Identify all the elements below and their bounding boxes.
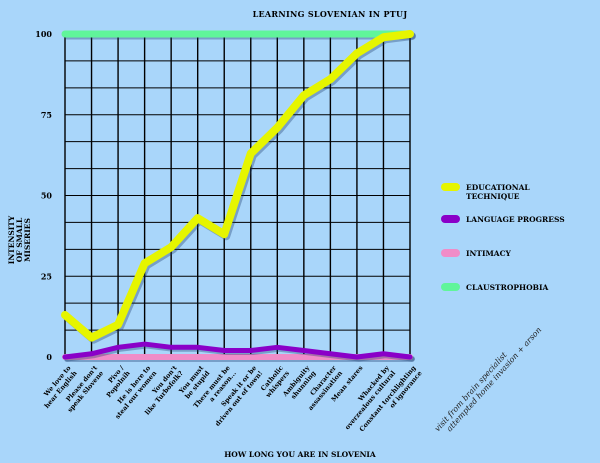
series-line-educational-technique <box>61 30 414 342</box>
y-tick-label: 100 <box>35 29 52 39</box>
grid <box>64 33 411 358</box>
series-line-language-progress <box>62 341 413 360</box>
legend-label: LANGUAGE PROGRESS <box>466 215 565 224</box>
y-axis: 0 25 50 75 100 <box>35 29 52 362</box>
y-axis-title-line: INTENSITY <box>7 215 16 264</box>
y-tick-label: 25 <box>41 271 52 281</box>
legend-label: CLAUSTROPHOBIA <box>466 283 548 292</box>
x-axis-title: HOW LONG YOU ARE IN SLOVENIA <box>224 450 376 459</box>
y-axis-title-line: OF SMALL <box>15 217 24 262</box>
annotation-text: attempted home invasion + arson <box>445 325 543 433</box>
legend-label: EDUCATIONAL <box>466 183 530 192</box>
chart-title: LEARNING SLOVENIAN IN PTUJ <box>253 9 408 19</box>
y-tick-label: 50 <box>41 191 53 201</box>
legend-label: INTIMACY <box>466 249 512 258</box>
y-axis-title-line: MISERIES <box>23 218 32 262</box>
y-tick-label: 0 <box>46 352 52 362</box>
series-layer <box>61 30 416 362</box>
annotation-text: visit from brain specialist <box>433 350 509 433</box>
y-axis-title: INTENSITY OF SMALL MISERIES <box>7 215 32 264</box>
legend-label: TECHNIQUE <box>466 192 520 201</box>
y-tick-label: 75 <box>41 110 52 120</box>
